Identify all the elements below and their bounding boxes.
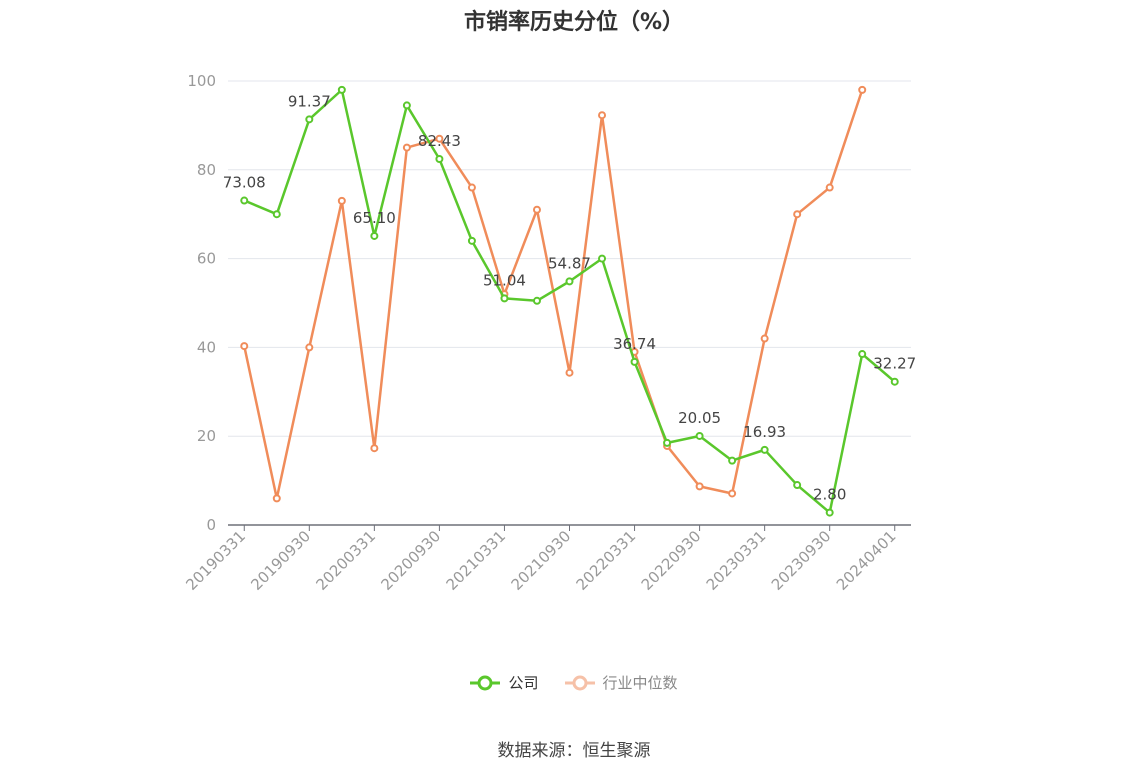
data-point-industry bbox=[825, 183, 834, 192]
x-tick-label: 20230331 bbox=[703, 527, 770, 594]
x-tick-label: 20230930 bbox=[768, 527, 835, 594]
data-label: 20.05 bbox=[678, 409, 721, 427]
data-labels: 73.08 91.37 65.10 82.43 51.04 54.87 36.74 20.05… bbox=[223, 92, 916, 503]
legend: 公司 行业中位数 bbox=[0, 672, 1148, 693]
legend-marker-company-icon bbox=[470, 675, 501, 690]
data-point-company bbox=[467, 236, 476, 245]
data-point-industry bbox=[728, 489, 737, 498]
data-point-industry bbox=[337, 196, 346, 205]
data-label: 36.74 bbox=[613, 335, 656, 353]
legend-marker-industry-icon bbox=[564, 675, 595, 690]
data-point-company bbox=[663, 438, 672, 447]
x-tick-label: 20220331 bbox=[573, 527, 640, 594]
x-tick-label: 20210331 bbox=[443, 527, 510, 594]
data-point-company bbox=[695, 431, 704, 440]
x-tick-label: 20240401 bbox=[833, 527, 900, 594]
legend-label-company: 公司 bbox=[508, 674, 539, 692]
data-point-company bbox=[532, 296, 541, 305]
y-tick-label: 40 bbox=[197, 338, 216, 356]
data-point-company bbox=[825, 508, 834, 517]
y-tick-label: 60 bbox=[197, 250, 216, 268]
y-tick-label: 100 bbox=[187, 72, 216, 90]
data-point-company bbox=[402, 101, 411, 110]
data-label: 91.37 bbox=[288, 92, 331, 110]
data-point-company bbox=[337, 85, 346, 94]
series-lines bbox=[240, 85, 899, 517]
x-tick-label: 20200331 bbox=[312, 527, 379, 594]
data-point-company bbox=[240, 196, 249, 205]
data-point-industry bbox=[435, 134, 444, 143]
data-point-company bbox=[435, 155, 444, 164]
data-label: 51.04 bbox=[483, 271, 526, 289]
data-point-industry bbox=[370, 444, 379, 453]
data-point-industry bbox=[240, 342, 249, 351]
y-tick-label: 20 bbox=[197, 427, 216, 445]
data-point-industry bbox=[793, 210, 802, 219]
data-point-industry bbox=[272, 494, 281, 503]
data-point-industry bbox=[532, 205, 541, 214]
x-tick-label: 20210930 bbox=[508, 527, 575, 594]
line-chart: 0 20 40 60 80 100 2019033120190930202003312020… bbox=[182, 72, 916, 594]
data-point-company bbox=[858, 350, 867, 359]
x-tick-label: 20200930 bbox=[378, 527, 445, 594]
x-tick-label: 20220930 bbox=[638, 527, 705, 594]
data-label: 73.08 bbox=[223, 174, 266, 192]
data-label: 82.43 bbox=[418, 132, 461, 150]
data-point-industry bbox=[695, 482, 704, 491]
data-point-company bbox=[760, 445, 769, 454]
data-point-industry bbox=[402, 143, 411, 152]
data-label: 54.87 bbox=[548, 254, 591, 272]
axes: 0 20 40 60 80 100 2019033120190930202003312020… bbox=[182, 72, 911, 594]
x-tick-label: 20190331 bbox=[182, 527, 249, 594]
data-point-company bbox=[598, 254, 607, 263]
chart-title: 市销率历史分位（%） bbox=[463, 10, 685, 35]
data-label: 65.10 bbox=[353, 209, 396, 227]
data-point-company bbox=[728, 456, 737, 465]
data-point-company bbox=[565, 277, 574, 286]
data-point-company bbox=[890, 377, 899, 386]
data-label: 2.80 bbox=[813, 486, 846, 504]
data-point-company bbox=[630, 357, 639, 366]
data-point-industry bbox=[598, 111, 607, 120]
grid-lines bbox=[228, 80, 911, 437]
data-label: 16.93 bbox=[743, 423, 786, 441]
data-source-note: 数据来源：恒生聚源 bbox=[497, 741, 651, 761]
data-point-industry bbox=[565, 368, 574, 377]
legend-label-industry: 行业中位数 bbox=[602, 674, 678, 692]
y-tick-label: 0 bbox=[206, 516, 216, 534]
data-point-company bbox=[793, 481, 802, 490]
data-point-industry bbox=[305, 343, 314, 352]
data-point-company bbox=[370, 231, 379, 240]
y-tick-label: 80 bbox=[197, 161, 216, 179]
legend-item-company[interactable]: 公司 bbox=[470, 672, 539, 693]
data-point-company bbox=[500, 294, 509, 303]
data-point-industry bbox=[760, 334, 769, 343]
data-label: 32.27 bbox=[873, 355, 916, 373]
data-point-industry bbox=[467, 183, 476, 192]
data-point-company bbox=[272, 210, 281, 219]
series-line-company bbox=[243, 88, 896, 514]
x-tick-label: 20190930 bbox=[247, 527, 314, 594]
data-point-industry bbox=[858, 85, 867, 94]
data-point-company bbox=[305, 115, 314, 124]
legend-item-industry[interactable]: 行业中位数 bbox=[564, 672, 678, 693]
